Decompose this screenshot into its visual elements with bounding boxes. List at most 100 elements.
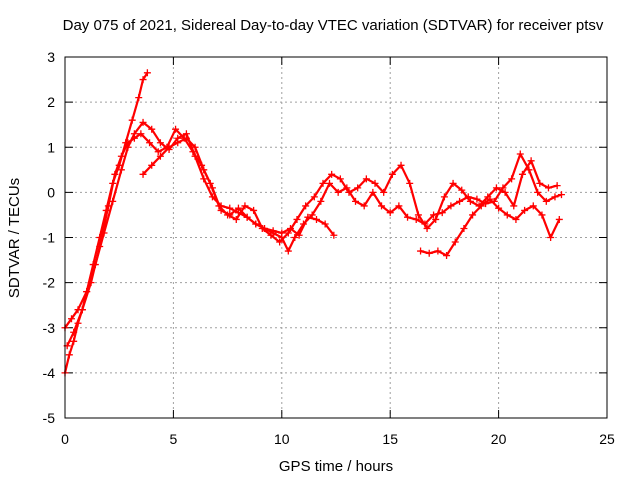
- series-track-b: [61, 118, 565, 332]
- data-point: [334, 188, 342, 196]
- data-point: [512, 215, 520, 223]
- x-tick-label: 20: [491, 431, 507, 447]
- data-point: [96, 243, 104, 251]
- data-point: [503, 211, 511, 219]
- data-point: [87, 279, 95, 287]
- data-point: [317, 197, 325, 205]
- data-point: [139, 118, 147, 126]
- data-point: [371, 179, 379, 187]
- data-point: [456, 197, 464, 205]
- data-point: [241, 202, 249, 210]
- x-axis-title: GPS time / hours: [279, 458, 393, 475]
- data-point: [302, 202, 310, 210]
- data-point: [555, 215, 563, 223]
- data-point: [553, 182, 561, 190]
- data-point: [544, 184, 552, 192]
- data-point: [182, 134, 190, 142]
- data-point: [128, 116, 136, 124]
- data-point: [495, 204, 503, 212]
- data-point: [466, 197, 474, 205]
- x-tick-label: 15: [382, 431, 398, 447]
- data-point: [386, 209, 394, 217]
- data-point: [284, 247, 292, 255]
- y-axis-title: SDTVAR / TECUs: [6, 178, 23, 298]
- data-point: [538, 211, 546, 219]
- data-point: [527, 157, 535, 165]
- y-tick-label: 2: [47, 94, 55, 110]
- data-point: [406, 179, 414, 187]
- data-point: [473, 195, 481, 203]
- data-point: [278, 229, 286, 237]
- data-point: [354, 184, 362, 192]
- chart-title: Day 075 of 2021, Sidereal Day-to-day VTE…: [63, 17, 604, 34]
- data-point: [146, 139, 154, 147]
- x-tick-label: 10: [274, 431, 290, 447]
- data-point: [143, 69, 151, 77]
- data-point: [111, 170, 119, 178]
- data-point: [388, 170, 396, 178]
- data-point: [70, 328, 78, 336]
- data-point: [226, 211, 234, 219]
- data-point: [154, 148, 162, 156]
- data-point: [130, 134, 138, 142]
- data-point: [362, 175, 370, 183]
- data-point: [536, 179, 544, 187]
- data-point: [447, 202, 455, 210]
- data-point: [345, 188, 353, 196]
- series-track-c: [63, 125, 561, 350]
- y-tick-label: -5: [43, 410, 56, 426]
- data-point: [486, 195, 494, 203]
- data-point: [477, 202, 485, 210]
- data-point: [172, 125, 180, 133]
- data-point: [518, 170, 526, 178]
- data-point: [449, 179, 457, 187]
- data-point: [404, 213, 412, 221]
- data-point: [369, 188, 377, 196]
- data-point: [423, 224, 431, 232]
- data-point: [492, 184, 500, 192]
- data-point: [267, 231, 275, 239]
- data-point: [508, 175, 516, 183]
- plot-frame: [64, 56, 608, 419]
- data-point: [417, 247, 425, 255]
- data-point: [330, 231, 338, 239]
- data-point: [139, 76, 147, 84]
- data-point: [380, 188, 388, 196]
- data-point: [542, 197, 550, 205]
- data-point: [276, 238, 284, 246]
- data-point: [304, 213, 312, 221]
- data-point: [137, 130, 145, 138]
- data-point: [443, 252, 451, 260]
- data-point: [501, 188, 509, 196]
- data-point: [430, 211, 438, 219]
- data-point: [148, 125, 156, 133]
- data-point: [135, 94, 143, 102]
- data-point: [312, 215, 320, 223]
- grid: [65, 57, 607, 418]
- data-point: [208, 184, 216, 192]
- data-point: [534, 188, 542, 196]
- data-point: [469, 211, 477, 219]
- data-point: [434, 247, 442, 255]
- y-tick-label: 3: [47, 49, 55, 65]
- data-point: [516, 150, 524, 158]
- data-point: [458, 186, 466, 194]
- data-series: [61, 69, 565, 377]
- data-point: [336, 175, 344, 183]
- data-point: [414, 211, 422, 219]
- y-tick-label: -1: [43, 230, 56, 246]
- data-point: [352, 197, 360, 205]
- data-point: [234, 204, 242, 212]
- data-point: [547, 234, 555, 241]
- y-tick-label: -3: [43, 320, 56, 336]
- series-track-e: [417, 195, 563, 260]
- data-point: [325, 179, 333, 187]
- data-point: [148, 161, 156, 169]
- data-point: [189, 148, 197, 156]
- data-point: [460, 224, 468, 232]
- data-point: [124, 139, 132, 147]
- y-tick-label: 1: [47, 139, 55, 155]
- data-point: [425, 249, 433, 257]
- data-point: [451, 238, 459, 246]
